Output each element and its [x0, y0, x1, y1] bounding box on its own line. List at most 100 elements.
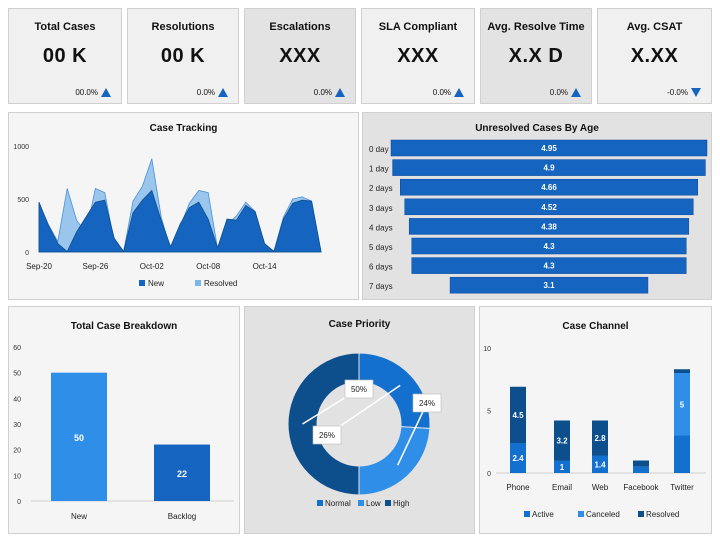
- category-label: 5 days: [369, 243, 393, 252]
- kpi-value: 00 K: [160, 45, 206, 67]
- x-tick-label: Oct-08: [196, 262, 221, 271]
- case-priority-panel: Case Priority 26% 24% 50% Normal Low High: [244, 306, 475, 534]
- legend-label: Resolved: [646, 510, 679, 519]
- legend-swatch: [358, 500, 364, 506]
- callout-line: [396, 402, 428, 466]
- y-tick-label: 10: [13, 473, 21, 480]
- total-case-breakdown-chart: 0 10 20 30 40 50 60 50 New 22 Backlog: [13, 345, 234, 521]
- kpi-value: X.X D: [508, 45, 564, 67]
- category-label: 4 days: [369, 223, 393, 232]
- category-label: Email: [552, 483, 572, 492]
- bar-backlog: [154, 444, 210, 501]
- age-bar: [400, 178, 698, 196]
- segment-value-label: 2.4: [512, 454, 524, 463]
- age-bar: [390, 139, 708, 157]
- panel-title: Case Tracking: [149, 123, 218, 134]
- segment-resolved: [674, 369, 690, 373]
- trend-up-icon: [335, 88, 345, 97]
- segment-value-label: 1.4: [594, 460, 606, 469]
- category-label: 0 day: [369, 145, 389, 154]
- kpi-change: -0.0%: [667, 88, 701, 97]
- legend-label: Normal: [325, 499, 351, 508]
- case-tracking-chart: 0 500 1000 Sep-20 Sep-26 Oct-02 Oct-08 Oct-14 Ne…: [13, 144, 322, 288]
- y-tick-label: 0: [17, 499, 21, 506]
- legend-label: Canceled: [586, 510, 620, 519]
- kpi-title: Avg. Resolve Time: [487, 21, 585, 33]
- kpi-change-text: 0.0%: [432, 88, 451, 97]
- bar-value-label: 4.9: [543, 164, 555, 173]
- trend-down-icon: [691, 88, 701, 97]
- segment-value-label: 5: [680, 400, 685, 409]
- y-tick-label: 0: [487, 471, 491, 478]
- kpi-card-avg-resolve-time: Avg. Resolve Time X.X D 0.0%: [480, 8, 592, 104]
- bar-value-label: 4.95: [541, 144, 557, 153]
- category-label: 7 days: [369, 282, 393, 291]
- age-bar: [408, 218, 690, 235]
- panel-title: Unresolved Cases By Age: [475, 123, 599, 134]
- bar-value-label: 3.1: [543, 281, 555, 290]
- category-label: 1 day: [369, 165, 389, 174]
- category-label: Facebook: [623, 483, 659, 492]
- kpi-card-sla-compliant: SLA Compliant XXX 0.0%: [361, 8, 475, 104]
- kpi-change: 0.0%: [314, 88, 345, 97]
- kpi-change: 0.0%: [550, 88, 581, 97]
- kpi-card-total-cases: Total Cases 00 K 00.0%: [8, 8, 122, 104]
- segment-value-label: 2.8: [594, 434, 606, 443]
- legend-label: Resolved: [204, 279, 237, 288]
- trend-up-icon: [454, 88, 464, 97]
- segment-active: [674, 435, 690, 473]
- bar-value-label: 4.52: [541, 203, 557, 212]
- segment-resolved: [592, 420, 608, 456]
- y-tick-label: 500: [17, 197, 29, 204]
- category-label: Web: [592, 483, 609, 492]
- kpi-title: Escalations: [269, 21, 331, 33]
- y-tick-label: 50: [13, 371, 21, 378]
- case-tracking-panel: Case Tracking 0 500 1000 Sep-20 Sep-26 Oct-02…: [8, 112, 359, 300]
- segment-value-label: 4.5: [512, 411, 524, 420]
- panel-title: Case Priority: [328, 319, 391, 330]
- kpi-change-text: -0.0%: [667, 88, 688, 97]
- y-tick-label: 20: [13, 448, 21, 455]
- total-case-breakdown-panel: Total Case Breakdown 0 10 20 30 40 50 60 50 New 2…: [8, 306, 240, 534]
- bar-new: [51, 372, 107, 501]
- case-priority-chart: 26% 24% 50% Normal Low High: [287, 352, 442, 508]
- y-tick-label: 5: [487, 409, 491, 416]
- x-tick-label: Oct-14: [253, 262, 278, 271]
- segment-resolved: [510, 386, 526, 443]
- y-tick-label: 10: [483, 346, 491, 353]
- trend-up-icon: [101, 88, 111, 97]
- slice-label: 24%: [419, 399, 435, 408]
- kpi-value: 00 K: [42, 45, 88, 67]
- callout-box: [312, 425, 342, 445]
- y-tick-label: 1000: [13, 144, 29, 151]
- slice-high: [287, 352, 360, 496]
- panel-title: Total Case Breakdown: [70, 321, 178, 332]
- kpi-change-text: 0.0%: [196, 88, 215, 97]
- age-bar: [411, 257, 687, 274]
- y-tick-label: 0: [25, 250, 29, 257]
- age-bar: [411, 237, 687, 255]
- bar-value-label: 4.3: [543, 242, 555, 251]
- kpi-change: 0.0%: [197, 88, 228, 97]
- bar-value-label: 22: [177, 469, 187, 479]
- kpi-card-escalations: Escalations XXX 0.0%: [244, 8, 356, 104]
- series-area-new: [38, 189, 322, 253]
- legend-swatch: [578, 511, 584, 517]
- slice-label: 50%: [351, 385, 367, 394]
- segment-value-label: 3.2: [556, 437, 568, 446]
- case-channel-chart: 0 5 10 2.4 4.5 Phone 1 3.2 Email 1.4 2.8 Web Faceboo…: [483, 346, 706, 519]
- kpi-value: X.XX: [630, 45, 679, 67]
- panel-title: Case Channel: [562, 321, 629, 332]
- x-tick-label: Oct-02: [140, 262, 165, 271]
- legend-label: Low: [366, 499, 381, 508]
- kpi-title: Avg. CSAT: [626, 21, 683, 33]
- trend-up-icon: [218, 88, 228, 97]
- segment-resolved: [633, 460, 649, 467]
- legend-label: New: [148, 279, 164, 288]
- legend-swatch: [195, 280, 201, 286]
- segment-active: [510, 443, 526, 473]
- kpi-change: 00.0%: [75, 88, 111, 97]
- age-bar: [404, 198, 694, 216]
- y-tick-label: 60: [13, 345, 21, 352]
- category-label: 3 days: [369, 204, 393, 213]
